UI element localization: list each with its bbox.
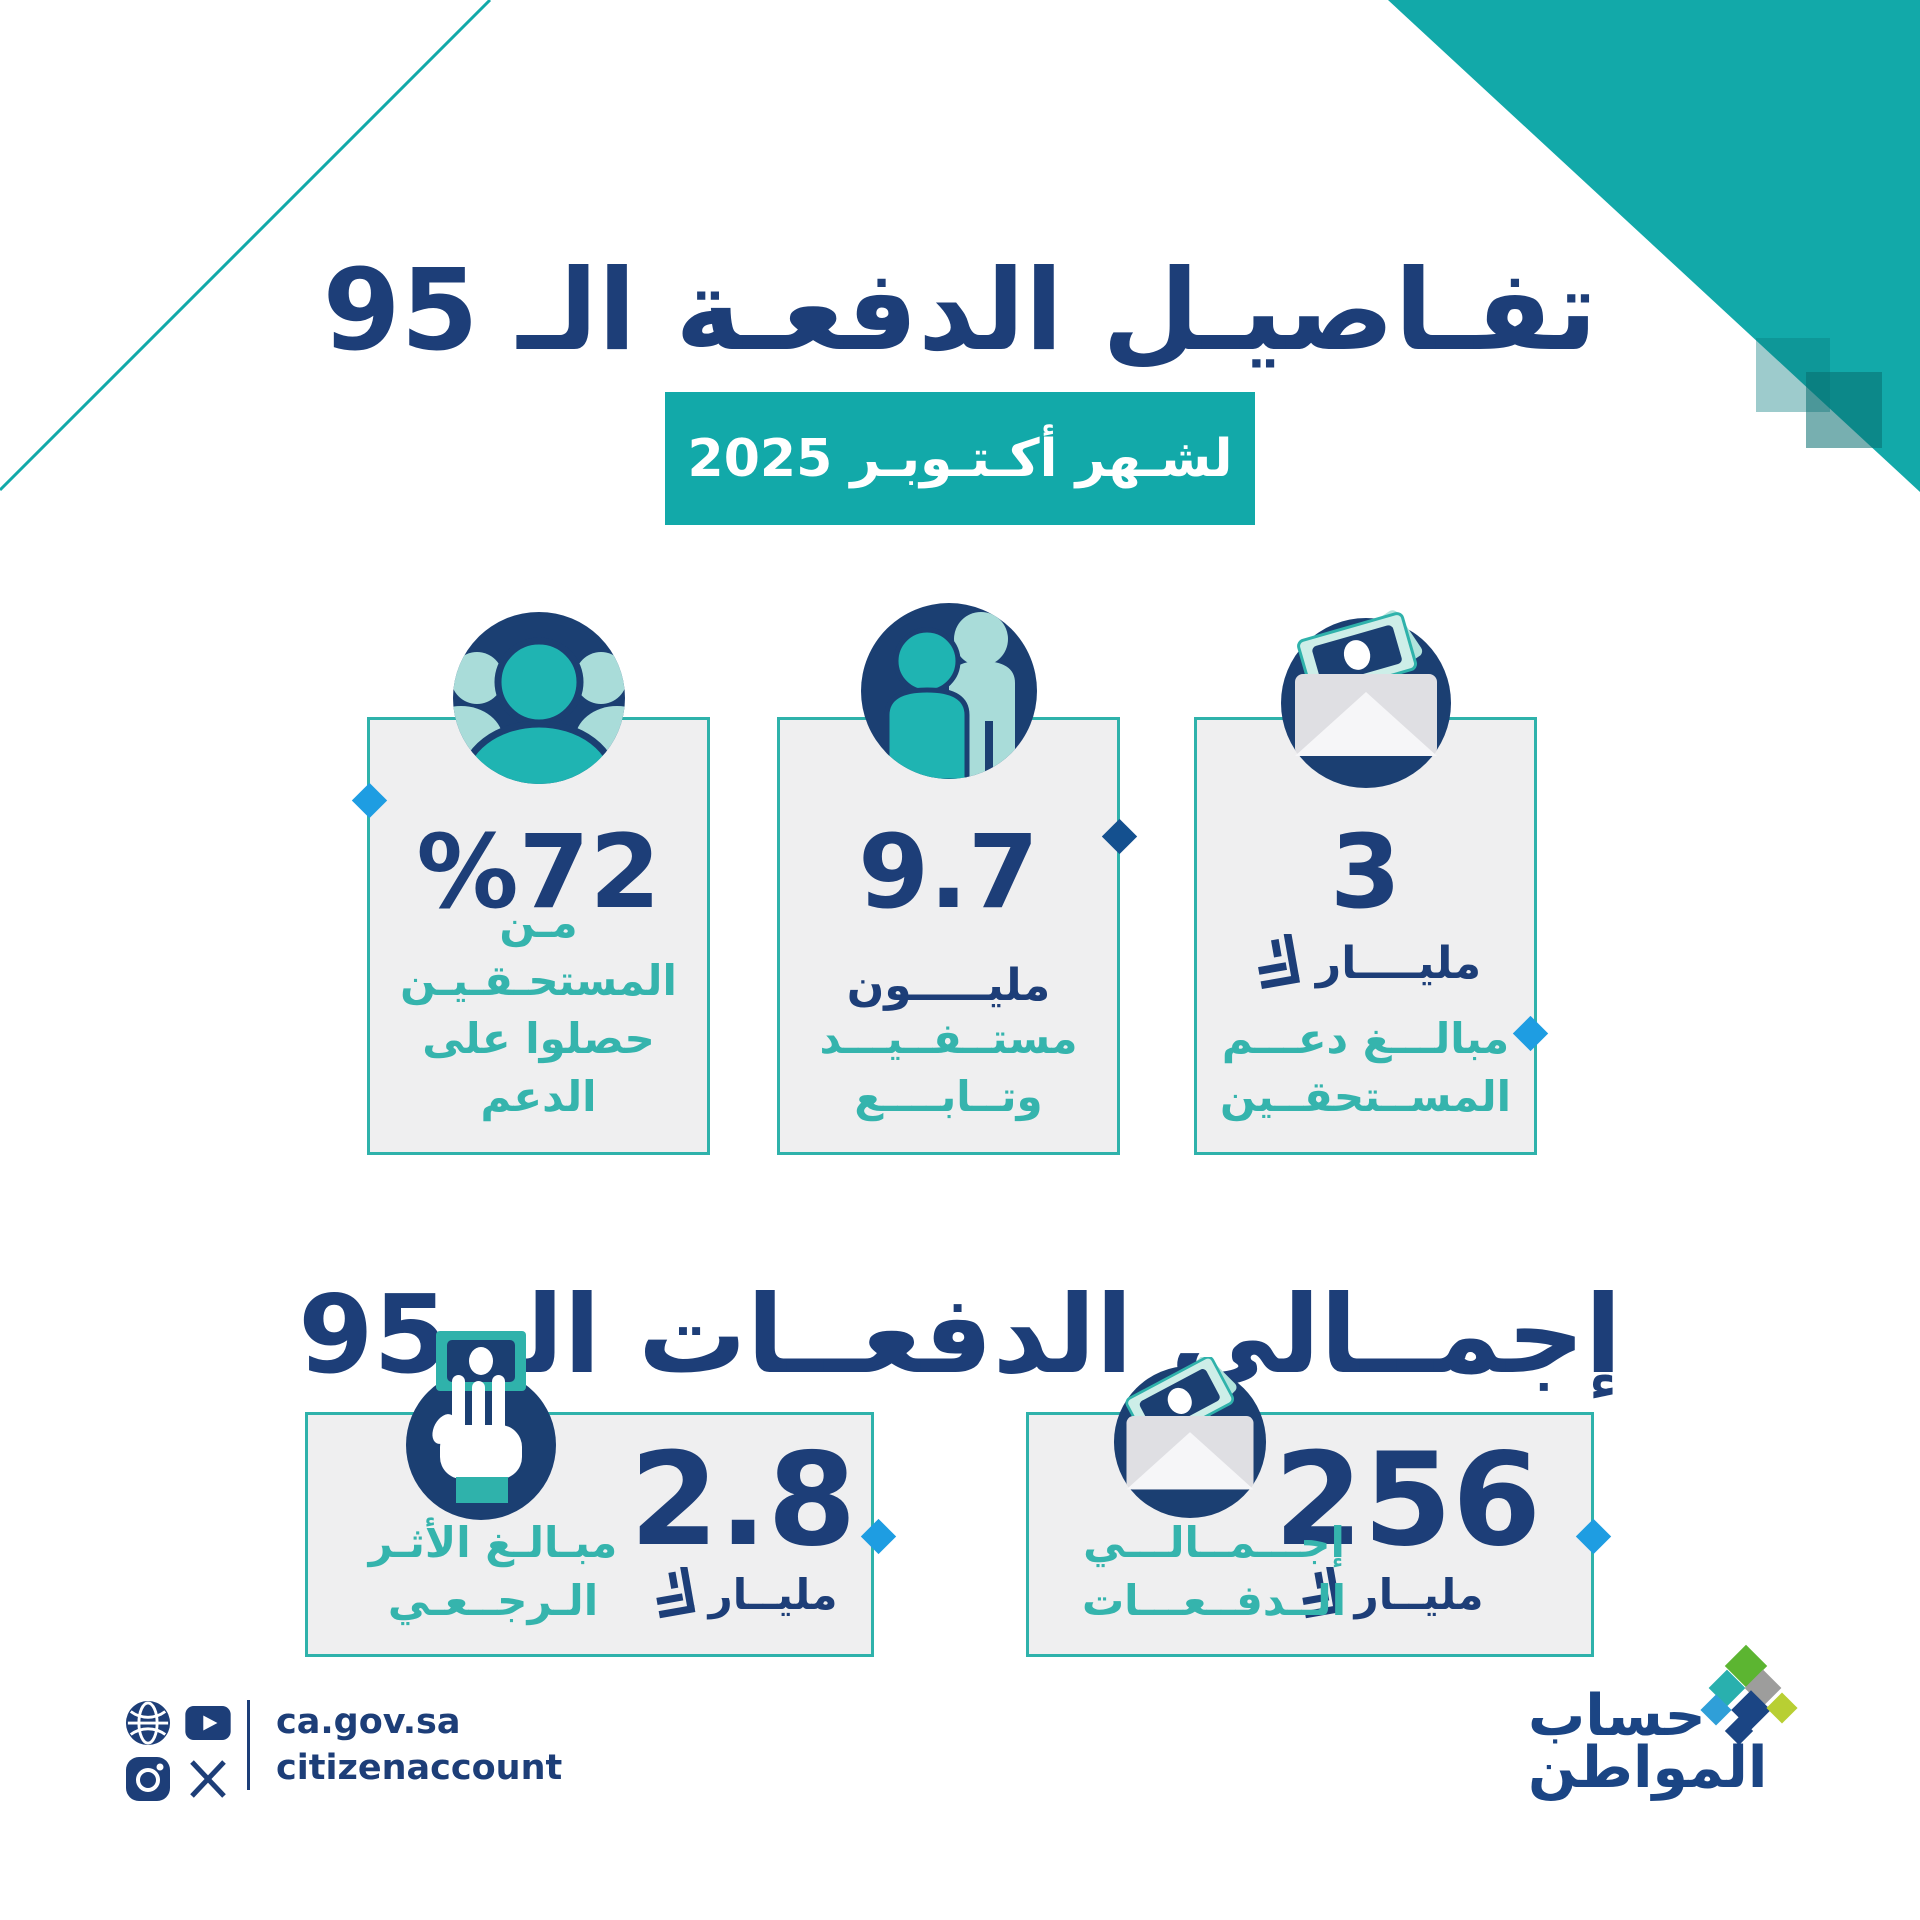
stat-card-retroactive: 2.8 مليــار مبـالـغ الأثـر الـرجــعـي [305, 1331, 874, 1657]
stat-card-percent-received: %72 مـن المستحـقـيـن حصلوا على الدعم [367, 612, 710, 1155]
stat-value: 3 [1330, 813, 1401, 932]
social-handle[interactable]: citizenaccount [276, 1747, 563, 1788]
instagram-icon[interactable] [125, 1756, 171, 1802]
logo-line1: حساب [1528, 1683, 1706, 1749]
page-title: تفـاصيـل الدفعـة الـ 95 [322, 246, 1598, 377]
stat-label: إجـــمــالـــي الــدفــعـــات [1081, 1518, 1347, 1626]
stat-card-beneficiaries: 9.7 مليـــــون مستــفــيـــد وتــابــــع [777, 603, 1120, 1155]
month-badge-label: لشـهر أكـتـوبـر 2025 [687, 428, 1233, 489]
riyal-symbol-icon [655, 1567, 695, 1619]
stat-value: 2.8 [629, 1426, 857, 1575]
stat-card-support-amounts: 3 مليــــار مبالـــغ دعـــم المســتحقــي… [1194, 610, 1537, 1155]
stat-label: مبـالـغ الأثـر الـرجــعـي [368, 1518, 618, 1626]
stat-card-total-payments: 256 مليــار إجـــمــالـــي الــدفــعـــا… [1026, 1355, 1594, 1657]
envelope-money-icon [1271, 608, 1461, 792]
social-icons [124, 1700, 232, 1802]
stat-unit: مليـــــون [846, 960, 1051, 1011]
x-icon[interactable] [188, 1759, 228, 1799]
people-group-icon [452, 612, 625, 788]
hand-money-icon [406, 1325, 556, 1524]
month-badge: لشـهر أكـتـوبـر 2025 [665, 392, 1255, 525]
globe-icon[interactable] [125, 1700, 171, 1746]
website-url[interactable]: ca.gov.sa [276, 1702, 461, 1742]
stat-unit: مليــار [1354, 1569, 1484, 1619]
diagonal-line-decoration [0, 0, 492, 492]
stat-value: 9.7 [858, 813, 1039, 932]
square-decoration [1806, 372, 1882, 448]
two-people-icon [860, 603, 1037, 783]
stat-unit: مليــــار [1315, 937, 1482, 989]
logo-line2: المواطن [1528, 1735, 1768, 1802]
riyal-symbol-icon [1301, 1567, 1341, 1619]
stat-label: مبالـــغ دعـــم المســتحقــين [1219, 1014, 1512, 1122]
totals-title: إجمــالي الدفعــات الـ 95 [298, 1272, 1622, 1398]
footer-links: ca.gov.sa citizenaccount [276, 1700, 562, 1791]
stat-value: 256 [1274, 1426, 1542, 1575]
stat-label: مستــفــيـــد وتــابــــع [819, 1014, 1078, 1122]
stat-label: مـن المستحـقـيـن حصلوا على الدعم [400, 898, 677, 1122]
youtube-icon[interactable] [184, 1706, 232, 1740]
envelope-money-icon [1105, 1355, 1275, 1522]
riyal-symbol-icon [1257, 934, 1300, 990]
footer-divider [247, 1700, 250, 1790]
logo-diamonds-icon [1700, 1644, 1810, 1750]
stat-unit: مليــار [708, 1569, 838, 1619]
citizen-account-logo: حساب المواطن [1528, 1683, 1768, 1802]
stat-value: %72 [416, 813, 661, 932]
